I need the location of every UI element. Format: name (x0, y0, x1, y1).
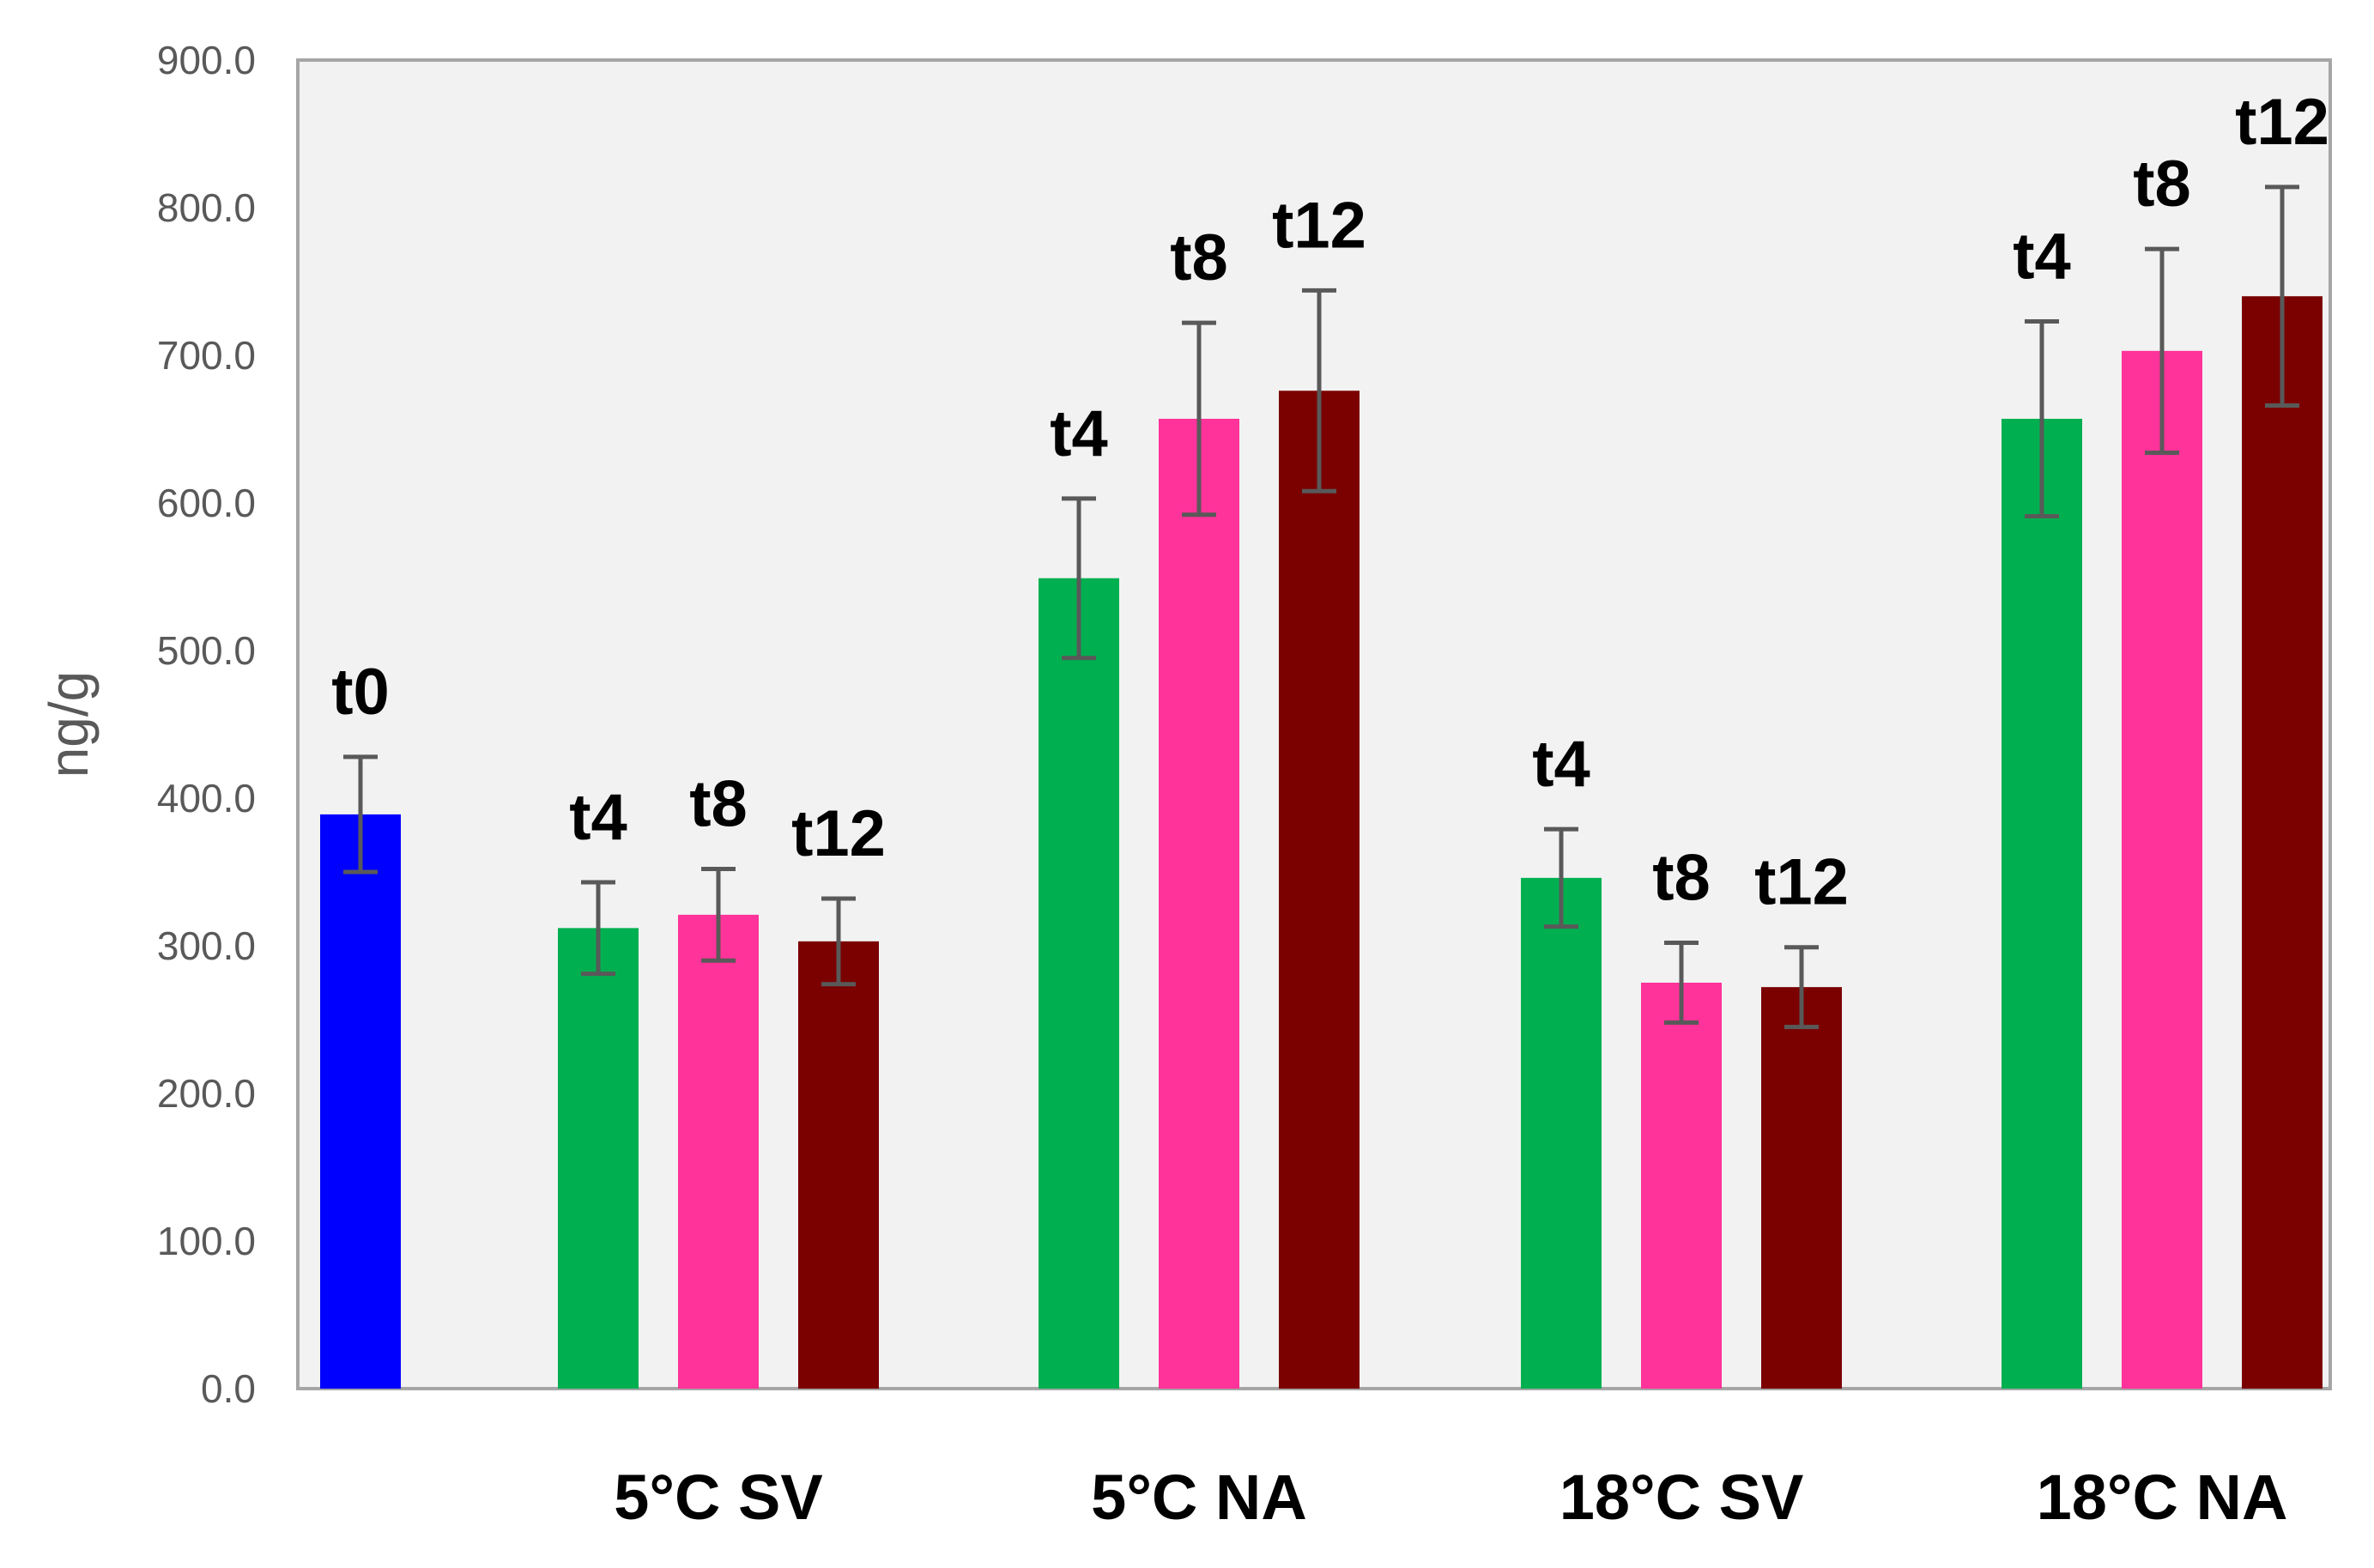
bars (320, 296, 2323, 1389)
y-tick-label: 600.0 (157, 481, 256, 525)
y-tick-label: 300.0 (157, 923, 256, 968)
bar (798, 941, 879, 1389)
bar (558, 928, 639, 1389)
y-tick-label: 500.0 (157, 628, 256, 673)
bar-label: t8 (1652, 842, 1711, 915)
bar-label: t4 (569, 781, 627, 854)
bar-label: t8 (2133, 148, 2191, 221)
group-label: 18°C SV (1559, 1462, 1804, 1533)
error-bars (343, 185, 2299, 1030)
bar (1279, 390, 1360, 1389)
bar (1159, 418, 1239, 1389)
bar (1521, 877, 1602, 1389)
y-tick-label: 200.0 (157, 1071, 256, 1116)
bar-label: t4 (1532, 728, 1590, 801)
bar-label: t4 (2013, 220, 2071, 293)
bar-label: t4 (1050, 397, 1108, 470)
bar-label: t12 (2235, 86, 2329, 159)
bar-label: t12 (791, 797, 886, 870)
bar-label: t12 (1272, 189, 1366, 262)
bar (320, 814, 401, 1389)
bar (2002, 418, 2082, 1389)
bar (678, 914, 759, 1389)
y-tick-label: 800.0 (157, 185, 256, 230)
y-tick-label: 0.0 (201, 1366, 256, 1411)
bar (1761, 987, 1842, 1389)
bar (2122, 350, 2202, 1389)
bar-label: t12 (1754, 846, 1849, 919)
y-tick-label: 700.0 (157, 333, 256, 378)
y-tick-label: 100.0 (157, 1219, 256, 1263)
group-label: 5°C SV (614, 1462, 822, 1533)
y-axis-title: ng/g (38, 671, 100, 778)
y-tick-label: 400.0 (157, 776, 256, 820)
group-label: 5°C NA (1091, 1462, 1307, 1533)
bar-label: t0 (331, 656, 390, 729)
bar-label: t8 (1170, 221, 1228, 294)
y-tick-label: 900.0 (157, 38, 256, 82)
bar-labels: t0 t4 t8 t12 t4 t8 t12 t4 t8 t12 t4 t8 t12 (331, 86, 2329, 919)
group-label: 18°C NA (2037, 1462, 2288, 1533)
bar-label: t8 (689, 768, 748, 841)
group-labels: 5°C SV 5°C NA 18°C SV 18°C NA (614, 1462, 2287, 1533)
y-axis-ticks: 0.0 100.0 200.0 300.0 400.0 500.0 600.0 700.0 80… (157, 38, 256, 1411)
bar (1039, 578, 1119, 1389)
bar (2242, 296, 2323, 1389)
bar (1641, 983, 1722, 1389)
